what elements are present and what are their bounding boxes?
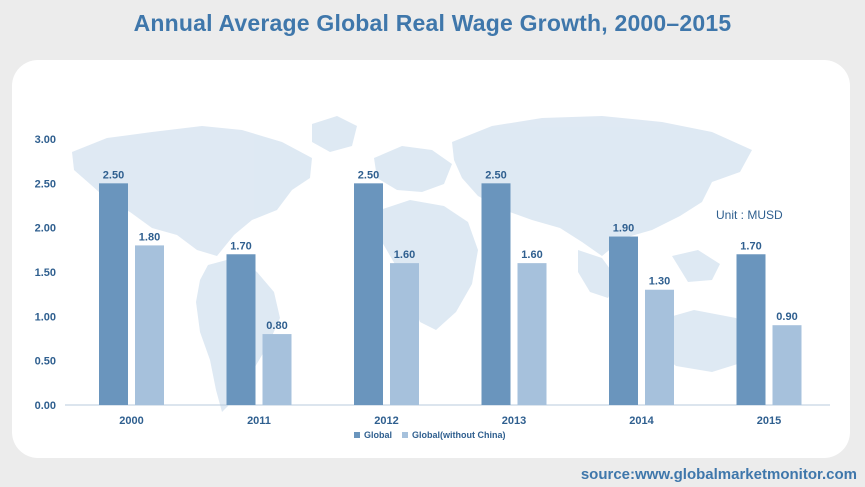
bar-global-without-china-2012: [390, 263, 419, 405]
value-label: 1.70: [230, 240, 251, 252]
value-label: 1.60: [521, 249, 542, 261]
value-label: 0.80: [266, 320, 287, 332]
legend-label: Global: [364, 430, 392, 440]
y-tick-label: 3.00: [35, 134, 56, 146]
bars: [99, 183, 802, 405]
y-tick-label: 2.50: [35, 178, 56, 190]
bar-global-without-china-2014: [645, 289, 674, 405]
legend-swatch: [354, 432, 360, 438]
source-credit: source:www.globalmarketmonitor.com: [580, 466, 857, 483]
bar-global-without-china-2013: [517, 263, 547, 405]
bar-global-without-china-2015: [772, 325, 802, 405]
x-tick-label: 2015: [757, 415, 781, 427]
value-label: 1.30: [649, 276, 670, 288]
chart-card: 0.00 0.50 1.00 1.50 2.00 2.50 3.00 2.50 1.80 1.7…: [12, 60, 850, 458]
x-tick-label: 2013: [502, 415, 526, 427]
value-labels: 2.50 1.80 1.70 0.80 2.50 1.60 2.50 1.60 1.90 1.30…: [103, 169, 798, 332]
x-tick-label: 2012: [374, 415, 398, 427]
chart-svg: 0.00 0.50 1.00 1.50 2.00 2.50 3.00 2.50 1.80 1.7…: [35, 116, 830, 440]
y-tick-label: 0.50: [35, 356, 56, 368]
value-label: 1.80: [139, 231, 160, 243]
value-label: 1.90: [613, 223, 634, 235]
value-label: 2.50: [103, 169, 124, 181]
legend-label: Global(without China): [412, 430, 506, 440]
bar-global-2013: [481, 183, 511, 405]
value-label: 0.90: [776, 311, 797, 323]
value-label: 1.70: [740, 240, 761, 252]
legend: Global Global(without China): [354, 430, 506, 440]
y-tick-label: 1.00: [35, 311, 56, 323]
x-tick-label: 2011: [247, 415, 271, 427]
bar-global-without-china-2000: [135, 245, 164, 405]
x-tick-label: 2014: [629, 415, 654, 427]
bar-global-2015: [736, 254, 766, 405]
y-tick-label: 0.00: [35, 400, 56, 412]
value-label: 2.50: [485, 169, 506, 181]
chart-title: Annual Average Global Real Wage Growth, …: [133, 10, 732, 36]
y-axis: 0.00 0.50 1.00 1.50 2.00 2.50 3.00: [35, 134, 830, 412]
bar-global-2012: [354, 183, 383, 405]
value-label: 1.60: [394, 249, 415, 261]
bar-global-2011: [226, 254, 256, 405]
unit-note: Unit : MUSD: [716, 208, 783, 222]
x-axis: 2000 2011 2012 2013 2014 2015: [119, 415, 781, 427]
y-tick-label: 2.00: [35, 223, 56, 235]
bar-global-without-china-2011: [262, 334, 292, 405]
bar-global-2000: [99, 183, 128, 405]
x-tick-label: 2000: [119, 415, 143, 427]
bar-global-2014: [609, 236, 638, 405]
y-tick-label: 1.50: [35, 267, 56, 279]
value-label: 2.50: [358, 169, 379, 181]
legend-swatch: [402, 432, 408, 438]
